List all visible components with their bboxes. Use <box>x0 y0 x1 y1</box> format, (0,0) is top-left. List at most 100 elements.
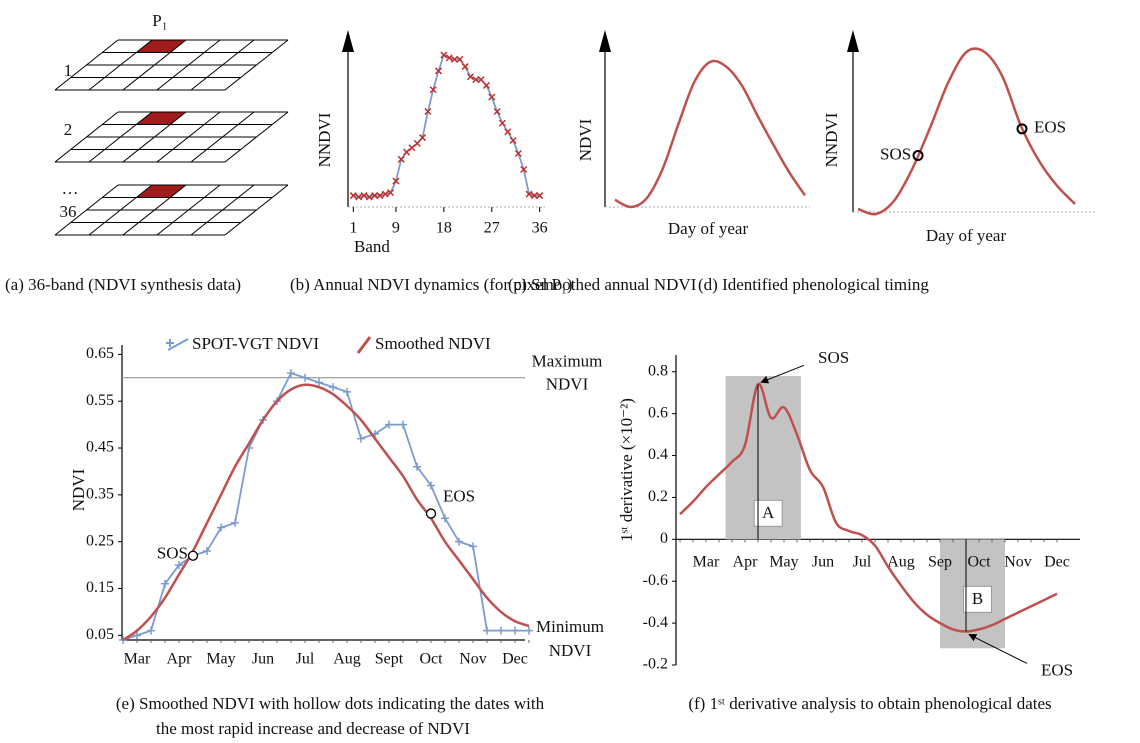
grid-col <box>224 111 289 163</box>
phenology-label: SOS <box>880 144 911 163</box>
point-marker <box>161 579 169 588</box>
x-tick-label: Oct <box>419 651 443 668</box>
point-marker <box>376 192 384 200</box>
point-marker <box>392 177 400 185</box>
series-line <box>122 371 529 641</box>
point-marker <box>469 542 477 551</box>
x-tick-label: Jun <box>252 651 274 668</box>
layer-label: 2 <box>64 120 73 139</box>
point-marker <box>371 192 379 200</box>
x-axis-label: Band <box>354 237 390 256</box>
caption: (e) Smoothed NDVI with hollow dots indic… <box>116 694 545 713</box>
y-tick-label: 0.4 <box>648 446 668 463</box>
x-tick-label: May <box>769 554 798 571</box>
caption: (c) Smoothed annual NDVI <box>508 275 697 294</box>
x-tick-label: Aug <box>887 554 915 571</box>
point-marker <box>133 631 141 640</box>
caption: (a) 36-band (NDVI synthesis data) <box>5 275 241 294</box>
x-tick-label: 9 <box>392 220 400 237</box>
point-marker <box>203 547 211 556</box>
point-marker <box>483 626 491 635</box>
grid-col <box>88 111 153 163</box>
point-marker <box>498 119 506 127</box>
region-label-box <box>963 585 992 613</box>
legend-label: Smoothed NDVI <box>375 334 491 353</box>
phenology-point <box>912 150 924 162</box>
legend-label: SPOT-VGT NDVI <box>192 334 319 353</box>
point-marker <box>329 383 337 392</box>
x-tick-label: Dec <box>1044 554 1070 571</box>
point-marker <box>343 387 351 396</box>
point-marker <box>530 192 538 200</box>
point-marker <box>525 626 533 635</box>
axis-arrow <box>599 30 611 52</box>
phenology-point <box>1016 123 1028 135</box>
x-tick-label: Mar <box>124 651 151 668</box>
grid-col <box>88 39 153 91</box>
point-marker <box>381 190 389 198</box>
y-axis-label: NNDVI <box>822 112 841 167</box>
grid-col <box>224 184 289 236</box>
y-tick-label: 0.6 <box>648 404 668 421</box>
x-tick-label: Apr <box>167 651 193 668</box>
x-tick-label: Jul <box>296 651 315 668</box>
series-line <box>679 383 1058 633</box>
y-tick-label: 0.45 <box>86 439 114 456</box>
point-marker <box>413 462 421 471</box>
point-marker <box>525 190 533 198</box>
grid-col <box>122 111 187 163</box>
point-marker <box>456 55 464 63</box>
annotation-arrow <box>760 364 805 384</box>
legend-swatch <box>356 336 372 354</box>
point-marker <box>488 93 496 101</box>
point-marker <box>175 561 183 570</box>
point-marker <box>355 193 363 201</box>
legend-swatch <box>166 338 189 351</box>
grid-col <box>224 39 289 91</box>
caption: the most rapid increase and decrease of … <box>156 719 470 738</box>
max-label: NDVI <box>546 375 589 394</box>
point-marker <box>360 192 368 200</box>
point-marker <box>231 518 239 527</box>
point-marker <box>450 55 459 63</box>
point-marker <box>365 193 373 201</box>
point-marker <box>497 626 505 635</box>
x-tick-label: May <box>206 651 235 668</box>
grid-col <box>190 184 255 236</box>
grid-col <box>156 111 221 163</box>
annotation-label: EOS <box>1041 660 1073 679</box>
caption: (f) 1ˢᵗ derivative analysis to obtain ph… <box>688 694 1051 713</box>
y-tick-label: 0.65 <box>86 345 114 362</box>
point-marker <box>493 107 501 116</box>
point-marker <box>399 420 407 429</box>
phenology-label: SOS <box>157 544 188 563</box>
y-axis-label: NDVI <box>69 468 88 511</box>
y-tick-label: 0.25 <box>86 532 114 549</box>
x-tick-label: 27 <box>484 220 500 237</box>
grid-col <box>54 39 119 91</box>
grid-col <box>190 111 255 163</box>
point-marker <box>429 86 437 94</box>
grid-col <box>156 39 221 91</box>
point-marker <box>424 107 432 116</box>
grid-col <box>156 184 221 236</box>
x-tick-label: Oct <box>967 554 991 571</box>
point-marker <box>441 514 449 523</box>
phenology-label: EOS <box>1034 118 1066 137</box>
point-marker <box>455 537 463 546</box>
y-tick-label: 0.55 <box>86 392 114 409</box>
min-label: NDVI <box>549 641 592 660</box>
y-tick-label: -0.6 <box>643 572 668 589</box>
x-axis-label: Day of year <box>926 226 1007 245</box>
x-tick-label: 1 <box>349 220 357 237</box>
y-tick-label: -0.4 <box>643 614 668 631</box>
x-tick-label: Sep <box>928 554 952 571</box>
point-marker <box>520 165 528 173</box>
point-marker <box>385 420 393 429</box>
point-marker <box>445 54 453 62</box>
max-label: Maximum <box>532 352 603 371</box>
point-marker <box>217 523 225 532</box>
point-marker <box>397 155 405 163</box>
point-marker <box>514 150 522 158</box>
phenology-label: EOS <box>443 486 475 505</box>
